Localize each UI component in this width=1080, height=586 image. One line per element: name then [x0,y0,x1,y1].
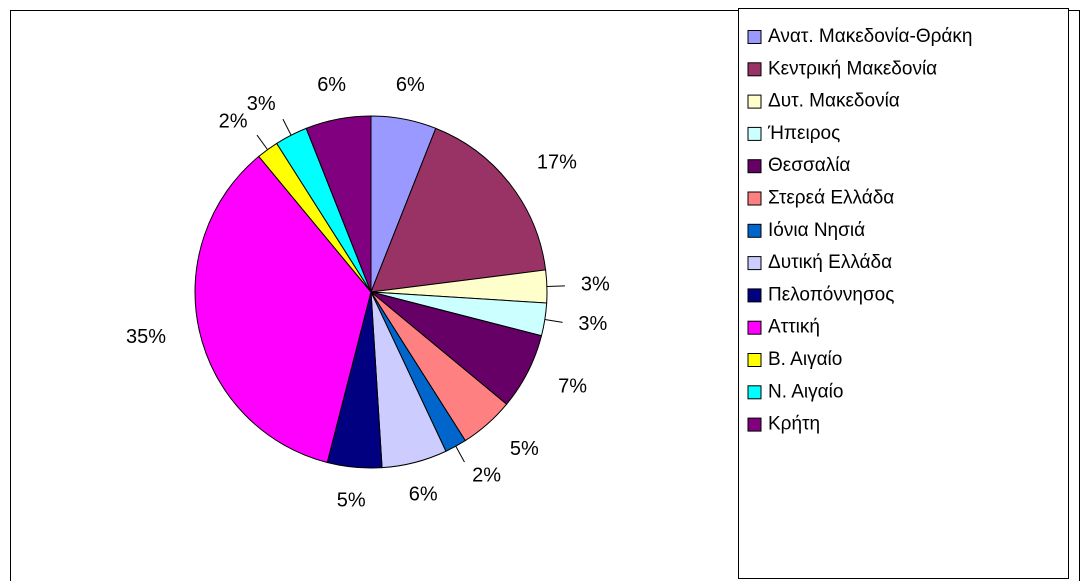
legend-swatch [747,417,762,432]
data-label: 7% [558,376,587,398]
legend-swatch [747,159,762,174]
legend-label: Δυτ. Μακεδονία [768,91,900,112]
legend-label: Πελοπόννησος [768,284,894,305]
pie-slice [194,155,372,464]
data-label: 3% [581,274,610,296]
legend-swatch [747,126,762,141]
legend-label: Κρήτη [768,414,820,435]
legend: Ανατ. Μακεδονία-Θράκη Κεντρική Μακεδονία Δ… [747,26,972,435]
legend-swatch [747,385,762,400]
data-label: 6% [396,74,425,96]
data-label: 2% [472,464,501,486]
legend-swatch [747,191,762,206]
legend-label: Ανατ. Μακεδονία-Θράκη [768,26,972,47]
leader-line [546,285,565,287]
data-label: 35% [126,326,166,348]
legend-label: Β. Αιγαίο [768,349,842,370]
legend-swatch [747,223,762,238]
leader-line [256,134,268,150]
legend-swatch [747,94,762,109]
data-label: 17% [537,152,577,174]
data-label: 5% [510,438,539,460]
data-label: 3% [578,313,607,335]
data-label: 2% [219,110,248,132]
pie-slice [370,127,547,293]
legend-swatch [747,353,762,367]
legend-label: Ήπειρος [767,123,840,144]
legend-swatch [747,62,762,77]
data-label: 3% [247,93,276,115]
legend-swatch [747,30,762,44]
legend-label: Δυτική Ελλάδα [768,252,892,273]
legend-swatch [747,320,762,335]
legend-label: Κεντρική Μακεδονία [768,58,937,79]
leader-line [282,118,292,136]
legend-label: Ιόνια Νησιά [768,220,865,241]
data-label: 6% [317,74,346,96]
legend-swatch [747,288,762,303]
leader-line [544,319,563,323]
leader-line [455,445,465,463]
legend-swatch [747,256,762,271]
legend-label: Στερεά Ελλάδα [768,188,894,209]
data-label: 5% [337,489,366,511]
legend-label: Αττική [768,317,820,338]
legend-label: Θεσσαλία [768,155,850,176]
legend-label: Ν. Αιγαίο [768,381,843,402]
pie-slice [305,115,372,293]
legend-box [738,8,1069,579]
data-label: 6% [409,484,438,506]
